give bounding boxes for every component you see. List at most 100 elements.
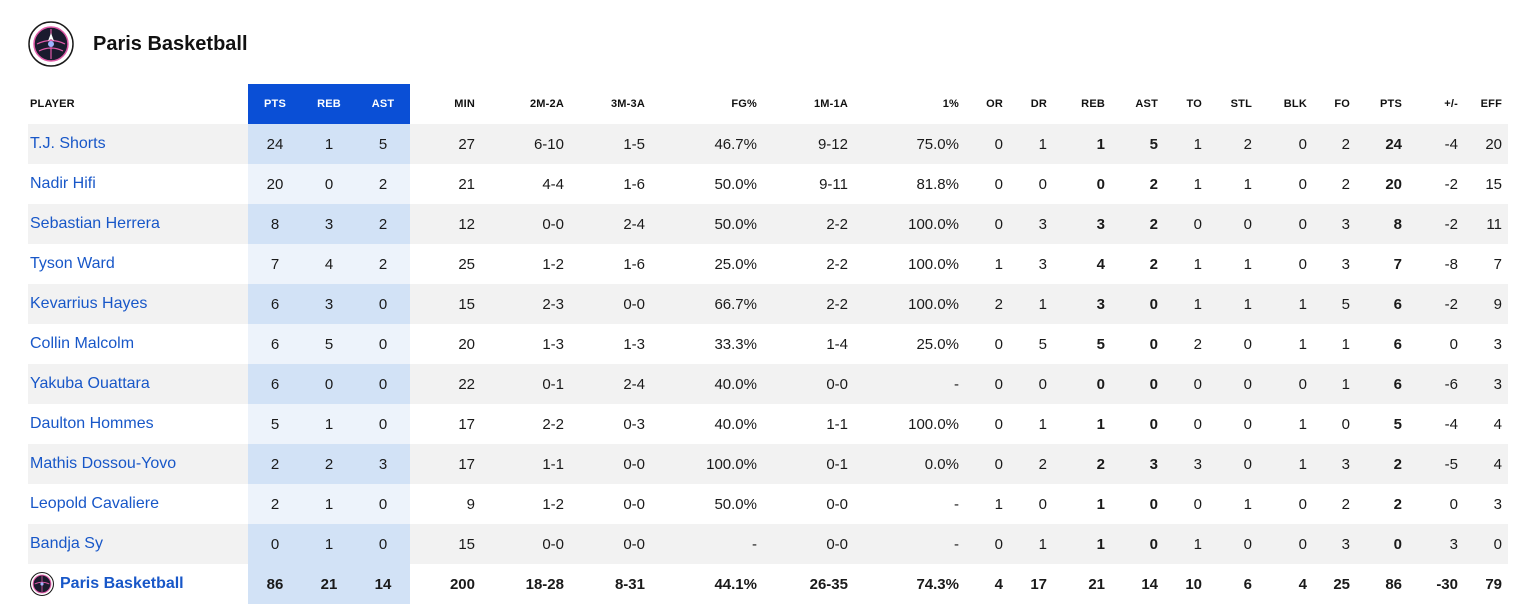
total-cell-eff: 79	[1485, 575, 1502, 593]
column-header-player-0[interactable]: PLAYER	[30, 98, 75, 110]
player-name-link[interactable]: Sebastian Herrera	[30, 215, 160, 232]
stat-cell-stl: 0	[1208, 444, 1258, 484]
player-name-link[interactable]: Nadir Hifi	[30, 175, 96, 192]
column-header---19[interactable]: +/-	[1444, 98, 1458, 110]
stat-cell-min: 12	[410, 204, 481, 244]
stat-cell-or: 0	[965, 124, 1009, 164]
stat-cell-3m-3a: 1-3	[623, 335, 645, 353]
player-name-link[interactable]: Tyson Ward	[30, 255, 115, 272]
stat-cell--: -4	[1444, 415, 1458, 433]
column-header-fg--7[interactable]: FG%	[731, 98, 757, 110]
stat-cell-reb: 1	[1053, 124, 1111, 164]
stat-cell--: 0	[1449, 335, 1458, 353]
player-name-link[interactable]: Collin Malcolm	[30, 335, 135, 352]
stat-cell-pts: 0	[1356, 524, 1408, 564]
stat-cell-reb: 1	[302, 404, 356, 444]
stat-cell-3m-3a: 1-5	[570, 124, 651, 164]
player-name-link[interactable]: Kevarrius Hayes	[30, 295, 148, 312]
stat-cell-pts: 6	[248, 324, 302, 364]
stat-cell-fg-: 25.0%	[714, 255, 757, 273]
stat-cell-2m-2a: 1-3	[542, 335, 564, 353]
stat-cell-dr: 0	[1038, 175, 1047, 193]
stat-cell-stl: 1	[1243, 255, 1252, 273]
player-name-link[interactable]: Bandja Sy	[30, 535, 103, 552]
total-cell-or: 4	[994, 575, 1003, 593]
team-title: Paris Basketball	[93, 32, 248, 55]
stat-cell-reb: 0	[302, 164, 356, 204]
stat-cell-or: 0	[965, 524, 1009, 564]
column-header-ast-3[interactable]: AST	[356, 84, 410, 124]
stat-cell--: -4	[1408, 124, 1464, 164]
column-header-ast-13[interactable]: AST	[1135, 98, 1158, 110]
column-header-reb-12[interactable]: REB	[1081, 98, 1105, 110]
stat-cell-or: 0	[994, 335, 1003, 353]
player-name-link[interactable]: Daulton Hommes	[30, 415, 154, 432]
stat-cell--: -2	[1444, 175, 1458, 193]
stat-cell-1-: 81.8%	[916, 175, 959, 193]
stat-cell-eff: 9	[1464, 284, 1508, 324]
table-row: Tyson Ward 7 4 2 25 1-2 1-6 25.0% 2-2 100.0% 1 3 4 2 1…	[28, 244, 1508, 284]
column-header-1--9[interactable]: 1%	[942, 98, 959, 110]
stat-cell-reb: 1	[302, 124, 356, 164]
player-cell: Yakuba Ouattara	[28, 364, 248, 404]
column-header-1m-1a-8[interactable]: 1M-1A	[813, 98, 848, 110]
stat-cell-or: 2	[965, 284, 1009, 324]
total-cell-pts: 86	[248, 564, 302, 604]
stat-cell-reb: 3	[1053, 284, 1111, 324]
stat-cell-or: 0	[994, 415, 1003, 433]
stat-cell-pts: 2	[1356, 444, 1408, 484]
column-header-to-14[interactable]: TO	[1186, 98, 1202, 110]
column-header-eff-20[interactable]: EFF	[1480, 98, 1502, 110]
table-row: Nadir Hifi 20 0 2 21 4-4 1-6 50.0% 9-11 81.8% 0 0 0 2…	[28, 164, 1508, 204]
stat-cell-3m-3a: 0-0	[570, 524, 651, 564]
column-header-min-4[interactable]: MIN	[454, 98, 475, 110]
column-header-or-10[interactable]: OR	[986, 98, 1003, 110]
column-header-3m-3a-6[interactable]: 3M-3A	[610, 98, 645, 110]
column-header-pts-1[interactable]: PTS	[248, 84, 302, 124]
stat-cell-ast: 5	[1111, 124, 1164, 164]
stat-cell-ast: 0	[1149, 495, 1158, 513]
column-header-2m-2a-5[interactable]: 2M-2A	[529, 98, 564, 110]
column-header-fo-17[interactable]: FO	[1334, 98, 1350, 110]
column-header-dr-11[interactable]: DR	[1030, 98, 1047, 110]
player-name-link[interactable]: Yakuba Ouattara	[30, 375, 150, 392]
stat-cell--: -6	[1408, 364, 1464, 404]
player-cell: Kevarrius Hayes	[28, 284, 248, 324]
column-header-reb-2[interactable]: REB	[302, 84, 356, 124]
stat-cell-pts: 20	[248, 164, 302, 204]
stat-cell-dr: 1	[1009, 524, 1053, 564]
column-header-blk-16[interactable]: BLK	[1283, 98, 1307, 110]
stat-cell-to: 0	[1193, 415, 1202, 433]
stat-cell-dr: 1	[1009, 284, 1053, 324]
player-name-link[interactable]: Leopold Cavaliere	[30, 495, 159, 512]
stat-cell-eff: 4	[1493, 415, 1502, 433]
stat-cell-dr: 0	[1009, 364, 1053, 404]
stat-cell-min: 15	[410, 284, 481, 324]
column-header-stl-15[interactable]: STL	[1230, 98, 1252, 110]
stat-cell-fg-: 50.0%	[714, 495, 757, 513]
stat-cell-eff: 7	[1493, 255, 1502, 273]
stat-cell-3m-3a: 1-6	[623, 175, 645, 193]
stat-cell-1m-1a: 1-1	[826, 415, 848, 433]
stat-cell-to: 1	[1193, 255, 1202, 273]
stat-cell-to: 1	[1164, 124, 1208, 164]
stat-cell-eff: 0	[1464, 524, 1508, 564]
stat-cell-eff: 4	[1464, 444, 1508, 484]
totals-team-cell: Paris Basketball	[28, 564, 248, 604]
stat-cell-blk: 0	[1258, 364, 1313, 404]
total-cell-reb: 21	[302, 564, 356, 604]
stat-cell-to: 3	[1164, 444, 1208, 484]
column-header-pts-18[interactable]: PTS	[1380, 98, 1402, 110]
player-name-link[interactable]: T.J. Shorts	[30, 135, 106, 152]
stat-cell-reb: 5	[1096, 335, 1105, 353]
stat-cell-fg-: 66.7%	[651, 284, 763, 324]
stat-cell-reb: 1	[1096, 415, 1105, 433]
stat-cell-eff: 3	[1464, 364, 1508, 404]
player-name-link[interactable]: Mathis Dossou-Yovo	[30, 455, 177, 472]
team-name-link[interactable]: Paris Basketball	[60, 575, 184, 592]
stat-cell-dr: 1	[1038, 415, 1047, 433]
stat-cell-1m-1a: 0-0	[763, 364, 854, 404]
stat-cell-to: 1	[1164, 284, 1208, 324]
stat-cell-pts: 24	[1356, 124, 1408, 164]
stat-cell-2m-2a: 4-4	[542, 175, 564, 193]
